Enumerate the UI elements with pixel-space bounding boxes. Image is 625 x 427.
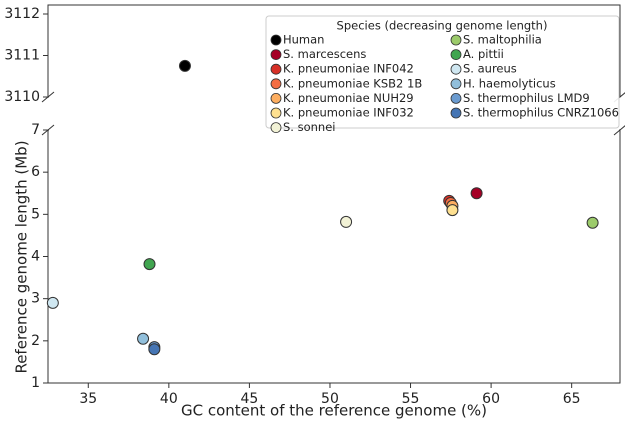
x-tick-label: 65	[563, 391, 581, 407]
legend-marker	[270, 49, 282, 60]
y-tick-label: 3	[31, 291, 40, 307]
legend-marker	[270, 107, 282, 119]
legend-label: S. marcescens	[283, 47, 366, 61]
legend-marker	[450, 34, 462, 46]
lower-frame	[47, 129, 621, 384]
legend-label: A. pittii	[463, 47, 504, 61]
legend-marker	[270, 78, 282, 90]
legend-marker	[270, 63, 282, 75]
legend-title: Species (decreasing genome length)	[337, 19, 548, 33]
x-tick-label: 55	[402, 391, 420, 407]
legend-marker	[450, 78, 462, 90]
legend-label: K. pneumoniae INF032	[283, 106, 414, 120]
legend-label: S. aureus	[463, 62, 517, 76]
y-tick-label: 6	[31, 164, 40, 180]
legend-label: H. haemolyticus	[463, 76, 556, 90]
x-tick-label: 45	[240, 391, 258, 407]
point	[340, 215, 353, 228]
y-axis-label: Reference genome length (Mb)	[13, 140, 31, 373]
point	[143, 258, 156, 271]
legend-label: K. pneumoniae NUH29	[283, 91, 414, 105]
legend-label: K. pneumoniae KSB2 1B	[283, 76, 422, 90]
legend-label: S. maltophilia	[463, 33, 542, 47]
point	[148, 343, 161, 356]
y-tick-label: 2	[31, 333, 40, 349]
legend-marker	[270, 34, 282, 46]
x-axis-label: GC content of the reference genome (%)	[181, 402, 487, 420]
x-tick-label: 40	[160, 391, 178, 407]
point	[137, 332, 150, 345]
x-tick-label: 60	[482, 391, 500, 407]
y-tick-label: 1	[31, 375, 40, 391]
x-tick-label: 50	[321, 391, 339, 407]
point	[470, 187, 483, 200]
break-mark	[613, 125, 625, 136]
y-tick-label: 4	[31, 249, 40, 265]
point	[446, 204, 459, 217]
legend-marker	[450, 93, 462, 104]
legend-label: S. sonnei	[283, 120, 336, 134]
legend-label: S. thermophilus LMD9	[463, 91, 590, 105]
y-tick-label: 5	[31, 206, 40, 222]
y-tick-label: 3110	[4, 89, 40, 105]
legend-label: K. pneumoniae INF042	[283, 62, 414, 76]
point	[46, 296, 59, 309]
y-tick-label: 7	[31, 122, 40, 138]
point	[178, 59, 191, 72]
x-tick-label: 35	[79, 391, 97, 407]
legend-marker	[270, 122, 282, 133]
legend-label: S. thermophilus CNRZ1066	[463, 106, 619, 120]
point	[586, 216, 599, 229]
legend-box	[265, 15, 620, 129]
legend-marker	[450, 107, 462, 119]
legend-marker	[450, 63, 462, 75]
legend-marker	[450, 49, 462, 60]
y-tick-label: 3111	[4, 48, 40, 64]
legend-label: Human	[283, 33, 324, 47]
legend-marker	[270, 93, 282, 104]
y-tick-label: 3112	[4, 6, 40, 22]
